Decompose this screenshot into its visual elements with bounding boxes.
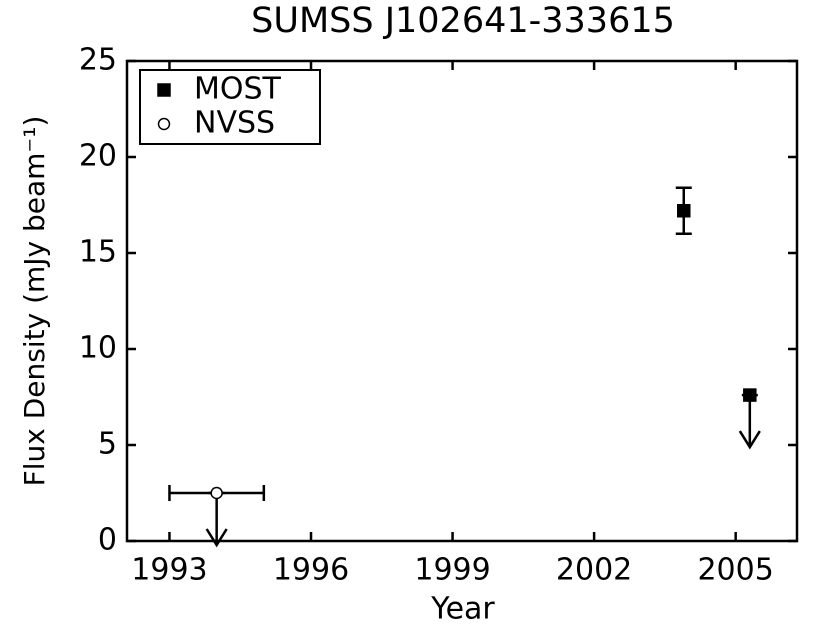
data-point — [210, 486, 223, 500]
legend-marker — [157, 83, 171, 97]
x-tick-label: 2002 — [556, 553, 632, 588]
y-tick-label: 10 — [79, 331, 117, 366]
y-axis-label: Flux Density (mJy beam⁻¹) — [18, 116, 51, 487]
plot-frame — [125, 59, 799, 543]
x-tick-label: 1996 — [273, 553, 349, 588]
chart-title: SUMSS J102641-333615 — [251, 1, 675, 41]
y-tick-label: 15 — [79, 235, 117, 270]
legend-frame — [139, 69, 321, 145]
legend-label: NVSS — [194, 106, 275, 141]
legend-marker — [157, 117, 171, 131]
y-tick-label: 25 — [79, 43, 117, 78]
x-tick-label: 1999 — [414, 553, 490, 588]
legend-label: MOST — [194, 72, 282, 107]
y-tick-label: 5 — [98, 427, 117, 462]
y-tick-label: 0 — [98, 523, 117, 558]
data-point — [743, 388, 757, 402]
x-tick-label: 2005 — [697, 553, 773, 588]
data-point — [677, 204, 691, 218]
upper-limit-arrowhead — [205, 528, 228, 548]
upper-limit-arrowhead — [738, 430, 761, 450]
x-axis-label: Year — [430, 592, 495, 627]
y-tick-label: 20 — [79, 139, 117, 174]
x-tick-label: 1993 — [131, 553, 207, 588]
